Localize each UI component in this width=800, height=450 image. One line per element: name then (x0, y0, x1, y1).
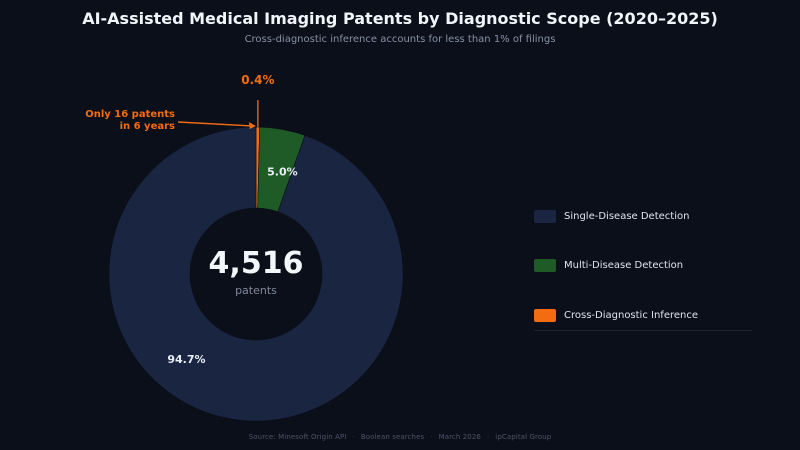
legend-item-multi-disease[interactable]: Multi-Disease Detection (534, 258, 683, 272)
footer-org: ipCapital Group (495, 433, 552, 441)
annotation-text-line: Only 16 patents (85, 109, 175, 120)
data-label-multi-disease: 5.0% (267, 165, 298, 178)
chart-footer: Source: Minesoft Origin API · Boolean sear… (0, 433, 800, 441)
legend-swatch-multi-disease (534, 258, 556, 272)
legend-label-single-disease: Single-Disease Detection (564, 210, 690, 222)
legend-item-single-disease[interactable]: Single-Disease Detection (534, 209, 689, 223)
chart-title: AI-Assisted Medical Imaging Patents by D… (82, 9, 718, 28)
annotation-arrowhead (248, 122, 256, 130)
footer-method: Boolean searches (360, 433, 425, 441)
legend-label-multi-disease: Multi-Disease Detection (564, 259, 684, 271)
footer-separator: · (430, 433, 433, 441)
footer-date: March 2026 (438, 433, 481, 441)
footer-separator: · (486, 433, 490, 441)
center-total-label: patents (235, 284, 277, 297)
slice-single-disease (108, 126, 404, 422)
legend-item-cross-diagnostic[interactable]: Cross-Diagnostic Inference (534, 308, 698, 322)
legend-swatch-single-disease (534, 209, 556, 223)
annotation-text-line: in 6 years (120, 121, 175, 132)
chart-subtitle: Cross-diagnostic inference accounts for … (244, 34, 556, 45)
annotation-arrow-line (177, 121, 254, 127)
data-label-single-disease: 94.7% (167, 353, 205, 366)
chart-legend: Single-Disease Detection Multi-Disease D… (534, 204, 752, 331)
data-label-cross-diagnostic: 0.4% (241, 73, 274, 87)
legend-swatch-cross-diagnostic (534, 308, 556, 322)
legend-label-cross-diagnostic: Cross-Diagnostic Inference (564, 309, 699, 321)
center-total-value: 4,516 (209, 246, 304, 281)
footer-source: Source: Minesoft Origin API (248, 433, 347, 441)
footer-separator: · (352, 433, 355, 441)
